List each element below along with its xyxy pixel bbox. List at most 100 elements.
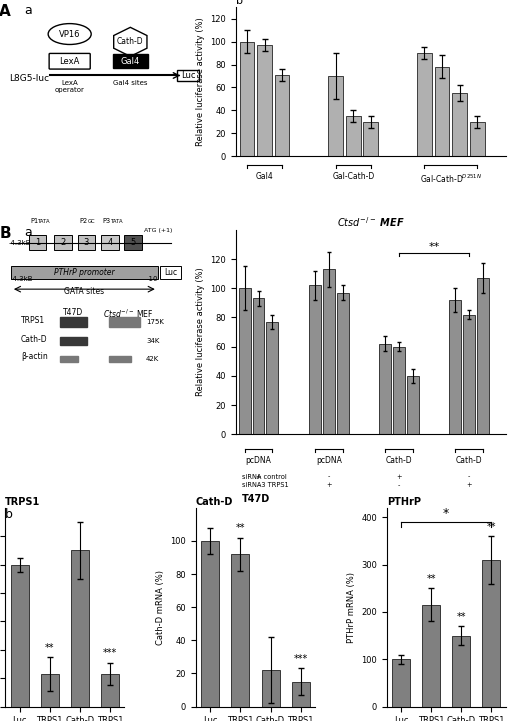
Text: Cath-D: Cath-D: [196, 497, 233, 507]
Bar: [379, 344, 391, 434]
Bar: [434, 67, 450, 156]
Bar: [11, 565, 29, 707]
Text: P2: P2: [79, 218, 87, 224]
Text: B: B: [0, 226, 11, 241]
Bar: [257, 45, 272, 156]
Bar: [392, 659, 410, 707]
Bar: [109, 355, 131, 362]
Text: siRNA3 TRPS1: siRNA3 TRPS1: [242, 482, 289, 488]
Text: $Ctsd^{-/-}$ MEF: $Ctsd^{-/-}$ MEF: [103, 308, 154, 320]
Text: 1: 1: [35, 238, 40, 247]
Text: 2: 2: [60, 238, 65, 247]
Bar: [41, 674, 59, 707]
Text: -10: -10: [146, 276, 158, 283]
Text: P1: P1: [30, 218, 38, 224]
Bar: [452, 93, 467, 156]
Bar: [417, 53, 432, 156]
Text: GC: GC: [87, 219, 95, 224]
Text: Luc: Luc: [181, 71, 195, 80]
Text: VP16: VP16: [59, 30, 80, 38]
Text: Cath-D: Cath-D: [21, 335, 48, 344]
Text: GATA sites: GATA sites: [64, 287, 104, 296]
Text: 42K: 42K: [146, 355, 159, 362]
Text: -: -: [258, 482, 260, 488]
Bar: [274, 75, 290, 156]
Bar: [363, 122, 378, 156]
Text: +: +: [467, 482, 472, 488]
Text: Gal-Cath-D: Gal-Cath-D: [332, 172, 375, 182]
Bar: [159, 265, 181, 279]
Bar: [54, 235, 72, 250]
Bar: [407, 376, 419, 434]
Bar: [309, 286, 321, 434]
Y-axis label: Cath-D mRNA (%): Cath-D mRNA (%): [156, 570, 165, 645]
Text: ***: ***: [103, 648, 117, 658]
Text: β-actin: β-actin: [21, 353, 48, 361]
Text: **: **: [45, 642, 55, 653]
Text: A: A: [0, 4, 11, 19]
Bar: [60, 317, 87, 327]
Text: siRNA control: siRNA control: [242, 474, 287, 479]
Text: TRPS1: TRPS1: [5, 497, 40, 507]
Text: **: **: [428, 242, 440, 252]
Text: Cath-D: Cath-D: [117, 37, 144, 46]
Text: L8G5-luc: L8G5-luc: [9, 74, 49, 83]
Text: ***: ***: [293, 653, 308, 663]
Bar: [292, 682, 310, 707]
Bar: [346, 116, 361, 156]
Bar: [231, 554, 249, 707]
Bar: [101, 674, 119, 707]
Text: +: +: [326, 482, 332, 488]
Bar: [323, 270, 335, 434]
Title: $Ctsd^{-/-}$ MEF: $Ctsd^{-/-}$ MEF: [337, 216, 405, 229]
Bar: [422, 605, 440, 707]
Bar: [29, 235, 46, 250]
Text: PTHrP: PTHrP: [387, 497, 421, 507]
Bar: [337, 293, 349, 434]
Text: PTHrP promoter: PTHrP promoter: [54, 267, 114, 277]
Text: a: a: [25, 226, 32, 239]
Text: +: +: [396, 474, 402, 479]
Bar: [177, 70, 199, 81]
Text: **: **: [456, 612, 466, 622]
Text: -: -: [328, 474, 330, 479]
Text: Gal4: Gal4: [256, 172, 273, 182]
Text: -: -: [398, 482, 400, 488]
Bar: [450, 300, 461, 434]
Text: LexA: LexA: [59, 57, 80, 66]
Y-axis label: Relative luciferase activity (%): Relative luciferase activity (%): [196, 17, 205, 146]
Bar: [101, 235, 119, 250]
Bar: [240, 42, 254, 156]
Bar: [470, 122, 484, 156]
Text: -4.3kB: -4.3kB: [9, 239, 32, 246]
Bar: [267, 322, 278, 434]
Bar: [60, 355, 79, 362]
Text: P3: P3: [103, 218, 111, 224]
Text: Luc: Luc: [164, 267, 177, 277]
Bar: [239, 288, 250, 434]
Bar: [482, 560, 500, 707]
Text: pcDNA: pcDNA: [246, 456, 271, 465]
Y-axis label: PTHrP mRNA (%): PTHrP mRNA (%): [346, 572, 356, 642]
Text: T47D: T47D: [241, 494, 270, 504]
Text: -4.3kB: -4.3kB: [11, 276, 34, 283]
Text: T47D: T47D: [63, 308, 84, 317]
Text: ATG (+1): ATG (+1): [144, 228, 172, 233]
Text: 4: 4: [107, 238, 112, 247]
Text: *: *: [443, 507, 449, 520]
Text: TRPS1: TRPS1: [21, 316, 45, 324]
Bar: [60, 337, 87, 345]
Text: b: b: [236, 0, 243, 6]
Bar: [328, 76, 343, 156]
Text: Gal4 sites: Gal4 sites: [113, 80, 148, 87]
Text: **: **: [427, 575, 436, 585]
Text: 34K: 34K: [146, 337, 159, 344]
Text: +: +: [256, 474, 261, 479]
Bar: [262, 670, 280, 707]
Text: Gal4: Gal4: [121, 57, 140, 66]
Bar: [252, 298, 264, 434]
Text: 175K: 175K: [146, 319, 164, 325]
Bar: [109, 317, 140, 327]
Y-axis label: Relative luciferase activity (%): Relative luciferase activity (%): [196, 267, 205, 397]
Bar: [463, 314, 475, 434]
